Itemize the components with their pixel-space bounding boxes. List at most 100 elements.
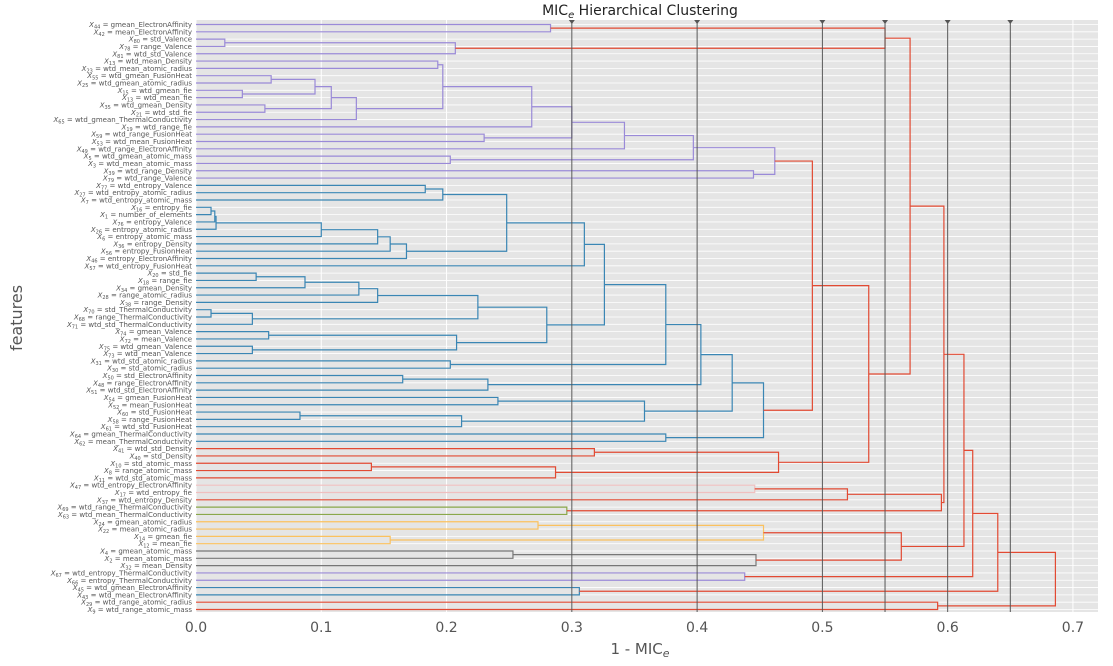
leaf-label: X39 = wtd_range_Density	[103, 167, 192, 177]
leaf-label: X37 = wtd_entropy_Density	[96, 496, 192, 506]
leaf-label: X55 = wtd_gmean_FusionHeat	[86, 72, 192, 82]
leaf-label: X59 = wtd_range_FusionHeat	[90, 131, 192, 141]
leaf-label: X26 = entropy_atomic_radius	[90, 226, 192, 236]
dendrogram-link	[196, 378, 489, 391]
leaf-label: X75 = wtd_gmean_Valence	[98, 343, 192, 353]
leaf-label: X67 = wtd_entropy_ThermalConductivity	[50, 569, 192, 579]
leaf-label: X53 = wtd_mean_FusionHeat	[91, 138, 193, 148]
leaf-label: X47 = wtd_entropy_ElectronAffinity	[69, 482, 192, 492]
leaf-label: X81 = wtd_std_Valence	[111, 50, 192, 60]
dendrogram-link	[196, 448, 595, 457]
leaf-label: X35 = wtd_gmean_Density	[99, 101, 192, 111]
leaf-label: X7 = wtd_entropy_atomic_mass	[80, 197, 192, 207]
dendrogram-link	[196, 521, 539, 530]
leaf-label: X2 = mean_atomic_mass	[104, 555, 193, 565]
leaf-label: X58 = range_FusionHeat	[107, 416, 193, 426]
dendrogram-link	[196, 272, 257, 282]
dendrogram-link	[487, 323, 702, 386]
threshold-marker	[882, 20, 889, 24]
leaf-label: X10 = std_atomic_mass	[109, 460, 192, 470]
leaf-label: X80 = std_Valence	[128, 36, 192, 46]
leaf-label: X68 = range_ThermalConductivity	[73, 314, 192, 324]
leaf-label: X63 = wtd_mean_ThermalConductivity	[57, 511, 192, 521]
dendrogram-link	[196, 331, 270, 340]
dendrogram-link	[937, 551, 1057, 607]
dendrogram-link	[196, 184, 426, 194]
threshold-marker	[694, 20, 701, 24]
leaf-label: X30 = std_atomic_radius	[106, 365, 192, 375]
dendrogram-link	[196, 601, 939, 611]
leaf-label: X15 = wtd_gmean_fie	[117, 87, 192, 97]
leaf-label: X79 = wtd_range_Valence	[102, 175, 192, 185]
dendrogram-link	[196, 374, 404, 384]
leaf-label: X41 = wtd_std_Density	[112, 445, 192, 455]
leaf-label: X11 = wtd_std_atomic_mass	[93, 474, 192, 484]
x-tick-label: 0.4	[686, 620, 708, 636]
leaf-label: X31 = wtd_std_atomic_radius	[90, 357, 193, 367]
leaf-label: X45 = wtd_gmean_ElectronAffinity	[72, 584, 192, 594]
dendrogram-links	[196, 23, 1057, 611]
leaf-label: X48 = range_ElectronAffinity	[92, 379, 192, 389]
leaf-label: X66 = entropy_ThermalConductivity	[66, 577, 192, 587]
leaf-label: X36 = entropy_Density	[112, 240, 192, 250]
x-tick-label: 0.6	[937, 620, 959, 636]
x-tick-label: 0.5	[811, 620, 833, 636]
dendrogram-link	[196, 86, 533, 128]
x-tick-label: 0.1	[310, 620, 332, 636]
chart-title-subscript: e	[568, 10, 574, 21]
leaf-label: X70 = std_ThermalConductivity	[82, 306, 192, 316]
leaf-label: X46 = entropy_ElectronAffinity	[85, 255, 192, 265]
dendrogram-link	[196, 215, 217, 230]
leaf-label: X42 = mean_ElectronAffinity	[93, 28, 192, 38]
leaf-label: X25 = wtd_gmean_atomic_radius	[76, 80, 192, 90]
leaf-label: X49 = wtd_range_ElectronAffinity	[76, 145, 192, 155]
leaf-label: X51 = wtd_std_ElectronAffinity	[85, 387, 192, 397]
x-axis-label-main: 1 - MIC	[610, 640, 662, 658]
leaf-label: X52 = mean_FusionHeat	[107, 401, 192, 411]
leaf-label: X69 = wtd_range_ThermalConductivity	[56, 504, 192, 514]
leaf-label: X62 = mean_ThermalConductivity	[73, 438, 192, 448]
leaf-label: X12 = mean_fie	[137, 540, 192, 550]
leaf-label: X13 = wtd_mean_fie	[121, 94, 192, 104]
leaf-label: X16 = entropy_fie	[130, 204, 192, 214]
dendrogram-link	[196, 396, 499, 406]
leaf-label: X38 = range_Density	[119, 299, 192, 309]
leaf-label: X40 = std_Density	[129, 452, 192, 462]
leaf-label: X76 = entropy_Valence	[112, 218, 192, 228]
dendrogram-link	[196, 60, 439, 69]
leaf-label: X60 = std_FusionHeat	[116, 409, 192, 419]
y-axis-label: features	[7, 285, 26, 351]
x-tick-label: 0.3	[561, 620, 583, 636]
chart-title: MICe Hierarchical Clustering	[542, 3, 738, 21]
dendrogram-link	[196, 488, 849, 501]
leaf-label: X73 = wtd_mean_Valence	[102, 350, 192, 360]
threshold-marker	[819, 20, 826, 24]
x-axis-label-subscript: e	[663, 647, 670, 660]
dendrogram-link	[196, 466, 557, 479]
dendrogram-link	[910, 205, 945, 504]
x-axis-label: 1 - MICe	[610, 640, 669, 660]
leaf-label: X24 = gmean_atomic_radius	[93, 518, 193, 528]
leaf-label: X20 = std_fie	[146, 270, 192, 280]
leaf-label: X27 = wtd_entropy_atomic_radius	[73, 189, 192, 199]
leaf-label: X28 = range_atomic_radius	[97, 292, 193, 302]
threshold-marker	[1007, 20, 1014, 24]
leaf-label: X57 = wtd_entropy_FusionHeat	[84, 262, 193, 272]
x-tick-label: 0.2	[435, 620, 457, 636]
leaf-label: X6 = entropy_atomic_mass	[96, 233, 192, 243]
dendrogram-link	[356, 64, 444, 110]
leaf-label: X78 = range_Valence	[118, 43, 192, 53]
leaf-label: X19 = wtd_range_fie	[121, 123, 192, 133]
leaf-label: X8 = range_atomic_mass	[103, 467, 192, 477]
leaf-label: X23 = wtd_mean_atomic_radius	[81, 65, 193, 75]
dendrogram-link	[196, 23, 552, 33]
leaf-label: X9 = wtd_range_atomic_mass	[87, 606, 193, 616]
x-tick-labels: 0.0 0.1 0.2 0.3 0.4 0.5 0.6 0.7	[185, 620, 1084, 636]
dendrogram-link	[196, 281, 360, 296]
leaf-label: X29 = wtd_range_atomic_radius	[80, 599, 192, 609]
leaf-label: X72 = mean_Valence	[119, 335, 192, 345]
dendrogram-link	[196, 206, 212, 216]
leaf-label: X5 = wtd_gmean_atomic_mass	[83, 153, 193, 163]
threshold-lines	[568, 20, 1014, 612]
